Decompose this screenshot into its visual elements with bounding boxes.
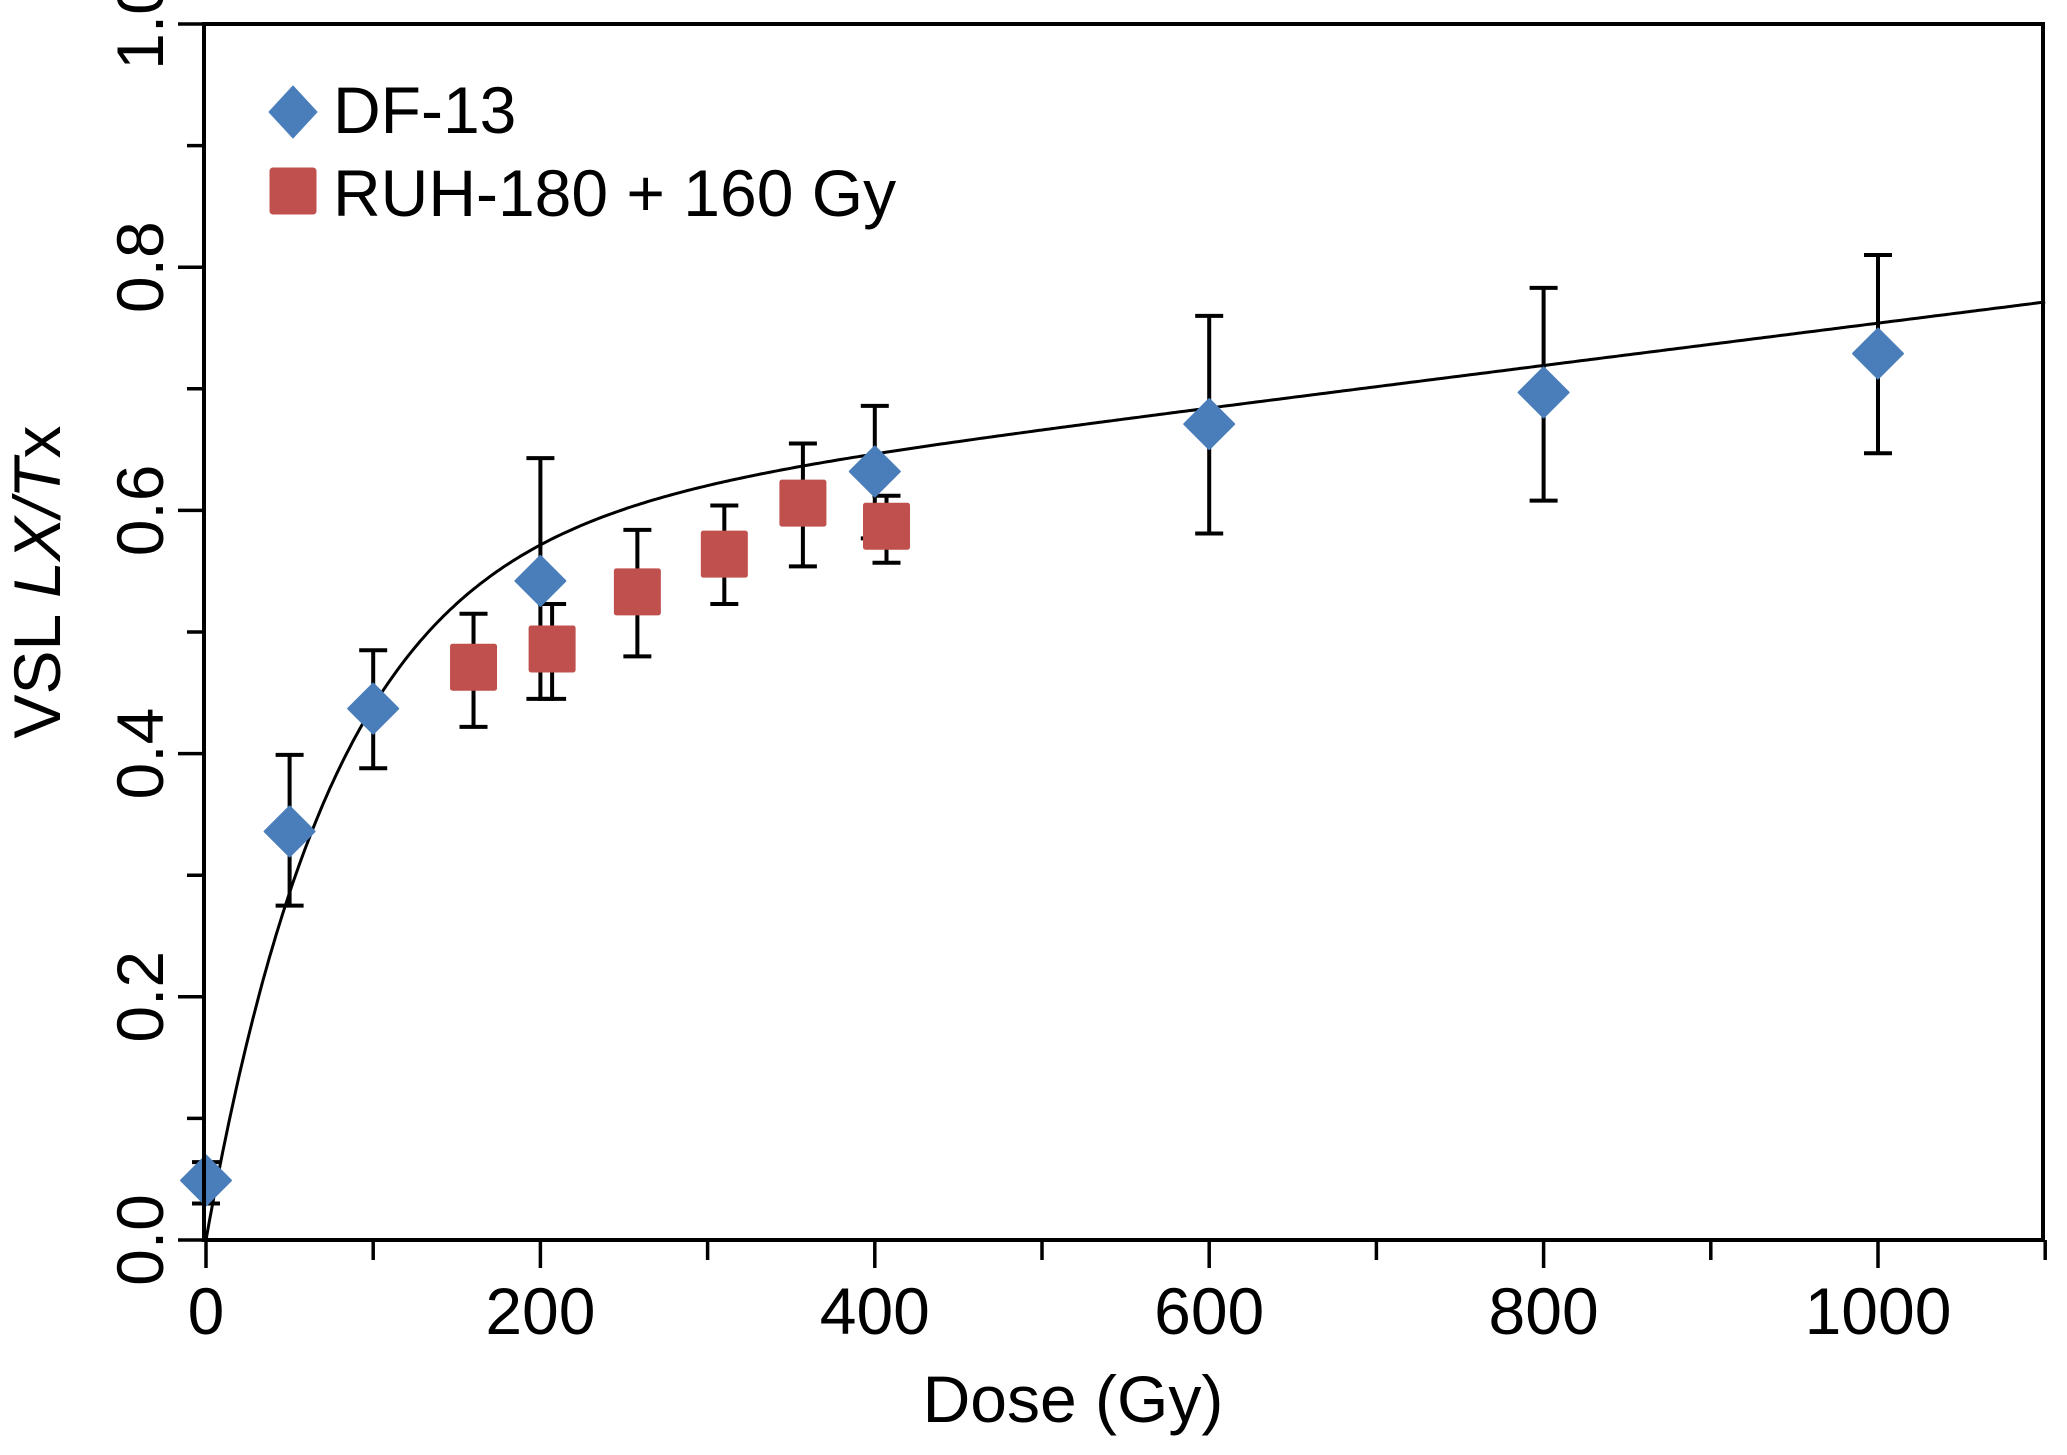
x-tick-label: 400 <box>820 1274 930 1348</box>
legend-item-ruh180: RUH-180 + 160 Gy <box>269 156 896 230</box>
x-tick-label: 600 <box>1154 1274 1264 1348</box>
legend-label-df13: DF-13 <box>333 73 516 147</box>
legend-item-df13: DF-13 <box>268 73 516 147</box>
y-tick-label: 0.4 <box>103 708 177 800</box>
data-point-square <box>450 643 498 691</box>
data-point-diamond <box>1517 366 1570 419</box>
y-tick-label: 1.0 <box>103 0 177 70</box>
data-point-diamond <box>263 805 316 858</box>
data-point-square <box>863 502 911 550</box>
data-point-square <box>613 568 661 616</box>
data-point-diamond <box>347 682 400 735</box>
y-tick-label: 0.8 <box>103 221 177 313</box>
legend: DF-13 RUH-180 + 160 Gy <box>268 73 896 230</box>
data-markers <box>180 327 1904 1207</box>
legend-label-ruh180: RUH-180 + 160 Gy <box>333 156 896 230</box>
y-axis-title-part: x <box>0 425 74 458</box>
tick-labels: 0 200 400 600 800 1000 0.0 0.2 0.4 0.6 0.8 1.0 <box>103 0 1951 1348</box>
y-tick-label: 0.0 <box>103 1194 177 1286</box>
axes <box>178 22 2047 1268</box>
y-tick-label: 0.2 <box>103 951 177 1043</box>
x-tick-label: 200 <box>485 1274 595 1348</box>
data-point-square <box>700 530 748 578</box>
x-tick-label: 0 <box>188 1274 225 1348</box>
x-axis-title: Dose (Gy) <box>923 1362 1224 1436</box>
x-tick-label: 1000 <box>1805 1274 1952 1348</box>
y-axis-title: VSL LX/Tx <box>0 425 74 738</box>
fit-curve-layer <box>204 300 2046 1241</box>
data-point-diamond <box>1852 327 1904 380</box>
legend-square-marker <box>269 167 317 215</box>
data-point-diamond <box>514 554 567 607</box>
fit-curve-line <box>204 300 2046 1241</box>
y-axis-title-part: VSL <box>0 598 74 739</box>
data-point-square <box>779 479 827 527</box>
data-point-diamond <box>1183 398 1236 451</box>
x-tick-label: 800 <box>1489 1274 1599 1348</box>
error-bars <box>192 253 1892 1206</box>
data-point-square <box>528 625 576 673</box>
legend-diamond-marker <box>268 85 318 139</box>
y-axis-title-part-italic: LX/T <box>0 454 74 598</box>
y-tick-label: 0.6 <box>103 465 177 557</box>
data-point-diamond <box>848 445 901 498</box>
